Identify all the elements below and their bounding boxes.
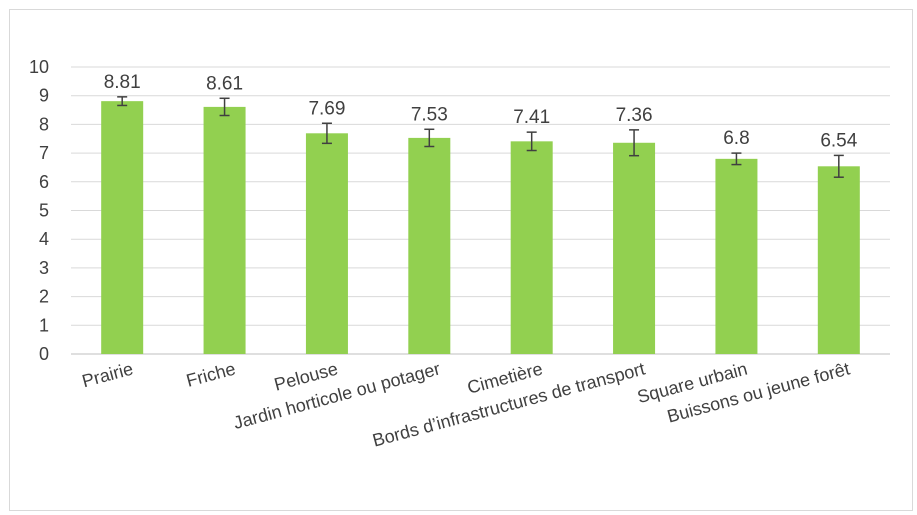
error-bar [424, 128, 435, 148]
y-tick-label: 5 [39, 201, 49, 221]
error-bar [629, 129, 640, 157]
data-label: 7.41 [513, 107, 550, 128]
data-label: 7.36 [616, 105, 653, 126]
y-tick-label: 6 [39, 172, 49, 192]
bar [817, 166, 860, 354]
data-labels: 8.81 8.61 7.69 7.53 7.41 7.36 6.8 6.54 [104, 72, 858, 152]
error-bar [833, 154, 844, 178]
data-label: 8.81 [104, 72, 141, 93]
category-label: Friche [184, 359, 237, 391]
bar [305, 133, 348, 354]
data-label: 8.61 [206, 73, 243, 94]
y-tick-label: 4 [39, 229, 49, 249]
error-bars [117, 96, 844, 178]
y-tick-label: 3 [39, 258, 49, 278]
error-bar [731, 152, 742, 166]
error-bar [321, 122, 332, 145]
gridlines [71, 66, 890, 355]
y-tick-label: 10 [29, 57, 49, 77]
bar [715, 158, 758, 354]
error-bar [219, 97, 230, 117]
bar [101, 101, 144, 354]
y-axis-tick-labels: 0 1 2 3 4 5 6 7 8 9 10 [29, 57, 49, 364]
bar [203, 106, 246, 354]
category-label: Prairie [80, 359, 135, 392]
y-tick-label: 2 [39, 287, 49, 307]
y-tick-label: 1 [39, 315, 49, 335]
bar [408, 137, 451, 354]
error-bar [117, 96, 128, 107]
y-tick-label: 8 [39, 114, 49, 134]
y-tick-label: 9 [39, 86, 49, 106]
error-bar [526, 131, 537, 152]
bars [101, 101, 860, 354]
y-tick-label: 0 [39, 344, 49, 364]
data-label: 7.53 [411, 104, 448, 125]
data-label: 6.54 [820, 130, 857, 151]
data-label: 6.8 [723, 128, 749, 149]
bar [510, 141, 553, 354]
chart-frame [9, 9, 913, 511]
y-tick-label: 7 [39, 143, 49, 163]
data-label: 7.69 [308, 98, 345, 119]
bar [613, 142, 656, 354]
